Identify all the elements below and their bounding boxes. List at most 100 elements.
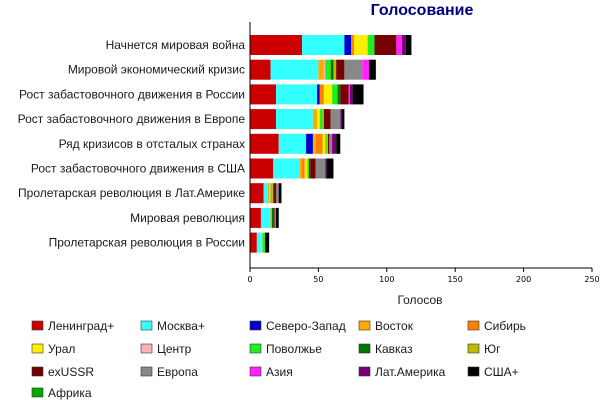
category-label: Мировая революция (130, 211, 245, 225)
legend-item: Сибирь (467, 319, 526, 333)
bar-segment (322, 133, 326, 154)
chart-title: Голосование (371, 2, 474, 19)
bar-segment (396, 35, 402, 55)
bar-segment (250, 59, 271, 80)
legend-item: Северо-Запад (249, 319, 346, 333)
bar-segment (323, 84, 333, 105)
bar-segment (270, 183, 272, 204)
bar-segment (326, 133, 328, 154)
bar-segment (340, 84, 349, 105)
legend-swatch (31, 387, 44, 398)
legend-label: Юг (484, 342, 501, 356)
legend-label: Восток (375, 319, 414, 333)
bar-segment (317, 109, 320, 130)
legend-label: Центр (157, 342, 192, 356)
bar-segment (275, 84, 318, 105)
bar-segment (319, 109, 323, 130)
bar-segment (250, 207, 261, 228)
legend-item: exUSSR (31, 365, 94, 379)
x-tick-label: 100 (379, 275, 394, 284)
bar-segment (329, 133, 333, 154)
x-tick-label: 50 (313, 275, 323, 284)
bar-segment (327, 133, 330, 154)
bar-segment (315, 133, 323, 154)
x-tick-label: 0 (247, 275, 252, 284)
legend-item: Юг (467, 342, 501, 356)
bar-segment (310, 158, 316, 179)
bar-segment (262, 232, 266, 253)
category-label: Ряд кризисов в отсталых странах (59, 137, 245, 151)
x-tick-label: 150 (448, 275, 463, 284)
legend-swatch (31, 343, 44, 354)
legend-swatch (467, 343, 480, 354)
bar-segment (265, 232, 270, 253)
legend-item: Азия (249, 365, 293, 379)
bar-segment (341, 109, 345, 130)
bar-segment (273, 207, 275, 228)
bar-segment (260, 232, 263, 253)
bar-segment (351, 35, 354, 55)
legend-item: Европа (140, 365, 198, 379)
bar-segment (325, 59, 331, 80)
legend-swatch (140, 343, 153, 354)
bar-segment (267, 183, 270, 204)
bar-segment (271, 207, 274, 228)
legend-item: Москва+ (140, 319, 205, 333)
bar-segment (270, 207, 272, 228)
bar-segment (401, 35, 406, 55)
bar-segment (348, 84, 350, 105)
legend-item: Восток (358, 319, 414, 333)
legend-label: Москва+ (157, 319, 205, 333)
bar-segment (322, 109, 324, 130)
legend-label: Азия (266, 365, 293, 379)
bar-segment (308, 158, 311, 179)
bar-segment (250, 158, 274, 179)
legend-label: Ленинград+ (48, 319, 114, 333)
legend-label: exUSSR (48, 365, 94, 379)
legend-item: Ленинград+ (31, 319, 114, 333)
category-label: Рост забастовочного движения в Европе (18, 112, 246, 126)
legend-swatch (140, 320, 153, 331)
bar-segment (301, 158, 305, 179)
bar-segment (273, 158, 300, 179)
bar-segment (312, 133, 316, 154)
x-axis: 0 50 100 150 200 250 (247, 22, 600, 284)
legend-label: Лат.Америка (375, 365, 446, 379)
category-label: Пролетарская революция в России (49, 236, 245, 250)
bar-segment (275, 183, 279, 204)
bar-segment (353, 35, 368, 55)
bar-segment (250, 109, 276, 130)
bar-segment (344, 35, 352, 55)
legend-swatch (358, 366, 371, 377)
legend-item: Урал (31, 342, 75, 356)
bars (250, 35, 412, 253)
legend-item: США+ (467, 365, 519, 379)
bar-segment (333, 59, 337, 80)
bar-segment (374, 35, 397, 55)
x-axis-label: Голосов (397, 293, 442, 307)
legend-swatch (140, 366, 153, 377)
bar-segment (263, 183, 268, 204)
legend-label: Поволжье (266, 342, 322, 356)
legend-item: Поволжье (249, 342, 322, 356)
bar-segment (304, 158, 308, 179)
bar-segment (344, 59, 363, 80)
legend-label: США+ (484, 365, 519, 379)
legend-label: Европа (157, 365, 198, 379)
bar-segment (332, 133, 337, 154)
legend-swatch (31, 320, 44, 331)
bar-segment (299, 158, 302, 179)
bar-segment (337, 84, 341, 105)
bar-segment (332, 84, 338, 105)
category-labels: Начнется мировая война Мировой экономичес… (18, 38, 246, 250)
bar-segment (270, 59, 319, 80)
bar-segment (278, 183, 282, 204)
bar-segment (349, 84, 353, 105)
legend-label: Кавказ (375, 342, 413, 356)
bar-segment (306, 133, 313, 154)
bar-segment (250, 133, 279, 154)
x-tick-label: 200 (516, 275, 531, 284)
bar-segment (326, 158, 334, 179)
legend-swatch (358, 320, 371, 331)
